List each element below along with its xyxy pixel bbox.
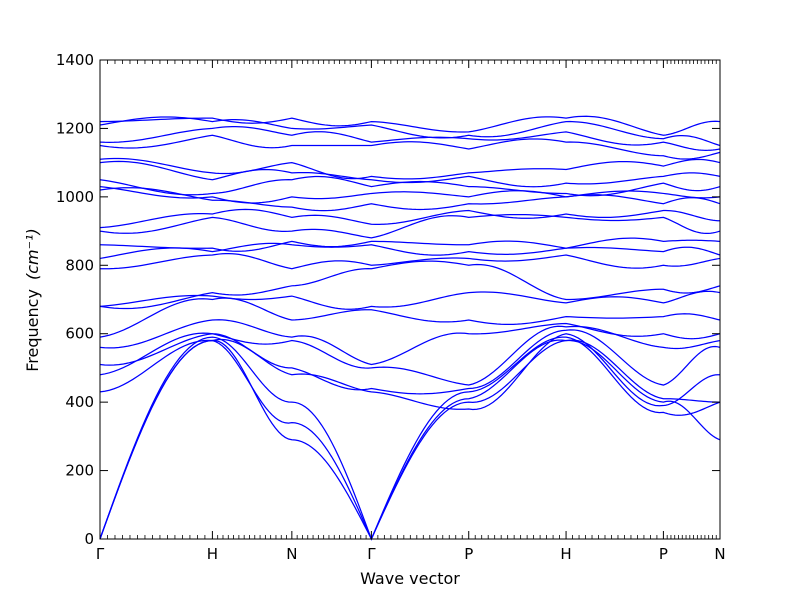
band-line: [99, 339, 721, 541]
x-tick-label: N: [714, 545, 725, 563]
band-line: [99, 237, 721, 252]
y-tick-labels: 0 200 400 600 800 1000 1200 1400: [56, 51, 94, 548]
y-tick-label: 1200: [56, 119, 94, 137]
y-tick-label: 0: [84, 530, 94, 548]
plot-frame: [99, 59, 721, 540]
band-line: [99, 185, 721, 204]
y-tick-label: 400: [65, 393, 94, 411]
x-axis-title: Wave vector: [360, 569, 460, 588]
y-axis-title-text: Frequency: [23, 289, 42, 372]
band-line: [99, 260, 721, 310]
x-tick-label: H: [560, 545, 571, 563]
band-line: [99, 175, 721, 197]
minor-ticks: [107, 60, 717, 539]
x-tick-label: N: [286, 545, 297, 563]
x-tick-label: Γ: [367, 545, 376, 563]
x-tick-label: P: [464, 545, 473, 563]
band-line: [99, 333, 721, 411]
band-lines: [99, 115, 721, 541]
x-tick-label: P: [659, 545, 668, 563]
band-line: [99, 325, 721, 386]
band-line: [99, 319, 721, 366]
band-line: [99, 242, 721, 260]
y-tick-label: 800: [65, 256, 94, 274]
y-axis-title: Frequency (cm⁻¹): [23, 228, 42, 371]
band-line: [99, 336, 721, 541]
band-line: [99, 134, 721, 160]
band-line: [99, 115, 721, 136]
band-line: [99, 125, 721, 151]
y-axis-unit: (cm⁻¹): [23, 228, 42, 280]
band-line: [99, 157, 721, 180]
y-tick-label: 600: [65, 325, 94, 343]
band-line: [99, 339, 721, 541]
band-line: [99, 116, 721, 147]
band-line: [99, 160, 721, 188]
y-tick-label: 1400: [56, 51, 94, 69]
band-line: [99, 213, 721, 239]
band-line: [99, 208, 721, 229]
y-tick-label: 1000: [56, 188, 94, 206]
band-line: [99, 290, 721, 310]
band-line: [99, 252, 721, 270]
y-tick-label: 200: [65, 462, 94, 480]
x-tick-label: H: [207, 545, 218, 563]
x-tick-label: Γ: [96, 545, 105, 563]
band-line: [99, 329, 721, 395]
